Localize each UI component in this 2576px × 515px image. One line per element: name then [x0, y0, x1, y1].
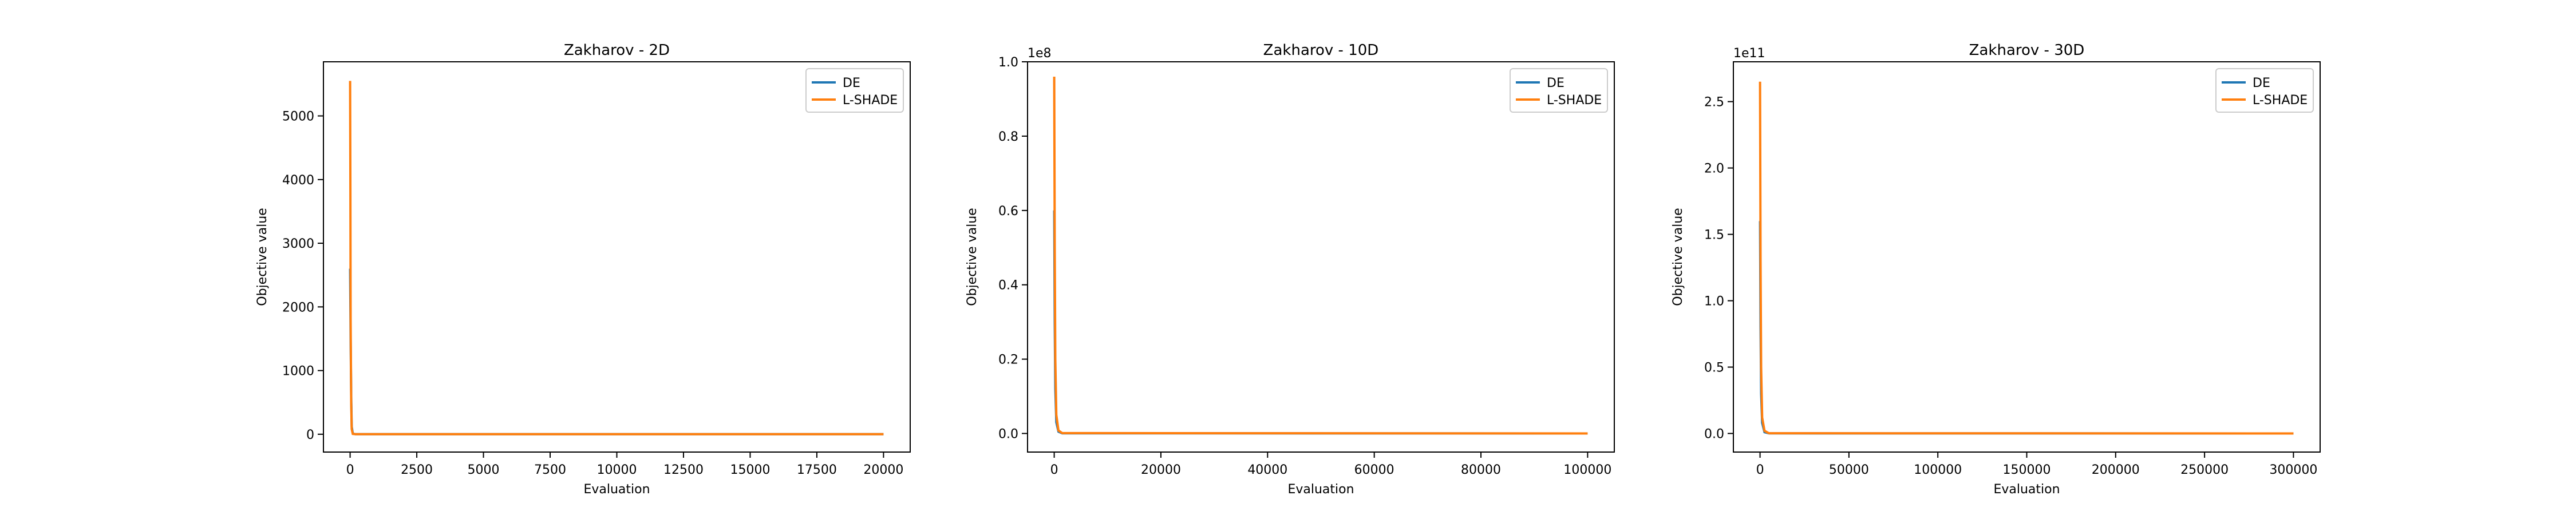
y-tick-label: 2.5	[1704, 96, 1724, 110]
y-tick-label: 5000	[282, 110, 314, 124]
legend-box	[2215, 68, 2314, 113]
chart-title: Zakharov - 30D	[1969, 42, 2085, 59]
x-tick-label: 12500	[663, 463, 704, 477]
legend-box	[805, 68, 904, 113]
y-tick-label: 2.0	[1704, 162, 1724, 176]
legend-label: L-SHADE	[1547, 93, 1602, 108]
y-tick-label: 0.4	[998, 279, 1018, 293]
y-tick-label: 0.5	[1704, 361, 1724, 375]
y-tick-label: 1.5	[1704, 228, 1724, 243]
x-tick-label: 5000	[468, 463, 500, 477]
x-tick-label: 60000	[1354, 463, 1394, 477]
x-tick-label: 20000	[1141, 463, 1181, 477]
x-tick-label: 300000	[2269, 463, 2317, 477]
y-tick-label: 1.0	[998, 56, 1018, 70]
x-tick-label: 150000	[2003, 463, 2051, 477]
y-axis-label: Objective value	[255, 208, 270, 306]
x-axis-label: Evaluation	[1993, 482, 2060, 497]
chart-title: Zakharov - 2D	[564, 42, 670, 59]
chart-title: Zakharov - 10D	[1263, 42, 1379, 59]
y-tick-label: 1000	[282, 365, 314, 379]
legend-label: L-SHADE	[2253, 93, 2308, 108]
y-tick-label: 3000	[282, 237, 314, 251]
x-tick-label: 0	[346, 463, 354, 477]
x-tick-label: 50000	[1829, 463, 1869, 477]
y-tick-label: 0	[306, 428, 314, 442]
legend: DE L-SHADE	[2215, 68, 2314, 113]
x-tick-label: 250000	[2180, 463, 2229, 477]
x-tick-label: 0	[1756, 463, 1764, 477]
y-tick-label: 2000	[282, 300, 314, 315]
x-tick-label: 10000	[597, 463, 637, 477]
x-tick-label: 17500	[797, 463, 837, 477]
legend-label: DE	[843, 76, 860, 90]
x-tick-label: 200000	[2092, 463, 2140, 477]
x-tick-label: 80000	[1461, 463, 1501, 477]
x-tick-label: 0	[1050, 463, 1058, 477]
x-tick-label: 40000	[1247, 463, 1287, 477]
x-tick-label: 7500	[534, 463, 566, 477]
axis-offset-label: 1e11	[1733, 46, 1765, 61]
legend-box	[1510, 68, 1608, 113]
series-line-l-shade	[349, 81, 884, 435]
x-axis-label: Evaluation	[1287, 482, 1354, 497]
chart-panel: 0 2500 5000 7500 10000 12500 15000 17500 20000 0 1…	[255, 42, 911, 497]
y-tick-label: 0.6	[998, 204, 1018, 219]
legend: DE L-SHADE	[805, 68, 904, 113]
plot-area-frame	[1027, 61, 1615, 453]
y-tick-label: 0.0	[998, 427, 1018, 442]
x-tick-label: 100000	[1563, 463, 1611, 477]
legend-label: DE	[2253, 76, 2270, 90]
x-tick-label: 100000	[1914, 463, 1962, 477]
legend-label: L-SHADE	[843, 93, 898, 108]
chart-panel: 0 20000 40000 60000 80000 100000 0.0 0.2 0.4 0.6 0…	[965, 42, 1615, 497]
x-tick-label: 2500	[401, 463, 433, 477]
y-tick-label: 1.0	[1704, 295, 1724, 309]
x-axis-label: Evaluation	[583, 482, 650, 497]
y-tick-label: 0.2	[998, 353, 1018, 367]
series-line-l-shade	[1759, 81, 2294, 435]
y-axis-label: Objective value	[1671, 208, 1685, 306]
y-tick-label: 4000	[282, 173, 314, 188]
legend: DE L-SHADE	[1510, 68, 1608, 113]
series-line-l-shade	[1053, 76, 1588, 435]
axis-offset-label: 1e8	[1028, 46, 1052, 61]
y-tick-label: 0.8	[998, 130, 1018, 144]
x-tick-label: 20000	[863, 463, 903, 477]
chart-panel: 0 50000 100000 150000 200000 250000 300000 0.0 0…	[1671, 42, 2321, 497]
y-axis-label: Objective value	[965, 208, 979, 306]
legend-label: DE	[1547, 76, 1564, 90]
y-tick-label: 0.0	[1704, 427, 1724, 442]
x-tick-label: 15000	[730, 463, 770, 477]
